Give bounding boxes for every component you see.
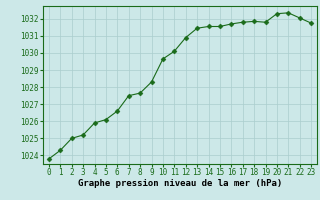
X-axis label: Graphe pression niveau de la mer (hPa): Graphe pression niveau de la mer (hPa) [78,179,282,188]
